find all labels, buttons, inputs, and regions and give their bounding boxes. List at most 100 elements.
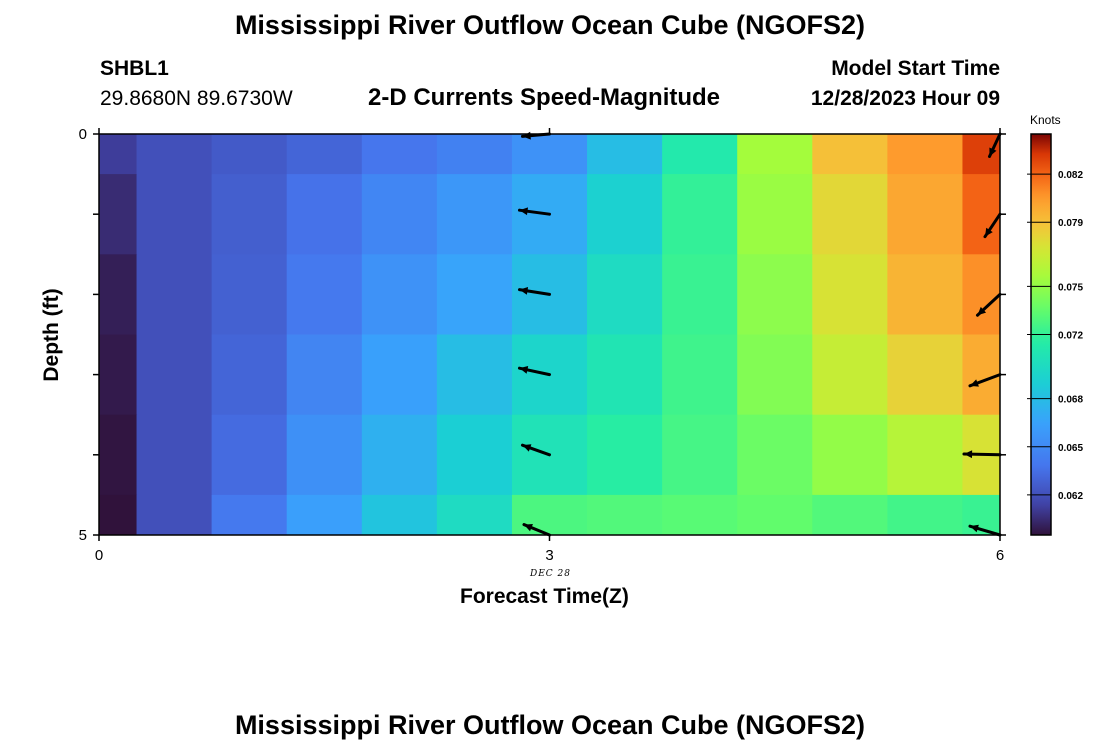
heatmap-cell [662,414,738,496]
heatmap-cell [662,334,738,416]
model-start-value: 12/28/2023 Hour 09 [810,87,1000,110]
heatmap-cell [211,134,288,175]
colorbar-tick-label: 0.062 [1058,491,1083,502]
date-label: DEC 28 [530,569,571,579]
heatmap-cell [962,174,1001,255]
heatmap-cell [286,494,363,536]
heatmap-cell [587,414,663,496]
heatmap-cell [286,254,363,335]
current-vectors [517,131,1002,537]
heatmap-cell [662,254,738,335]
heatmap-cell [436,254,513,335]
axis-ticks: 050 3 6 [79,126,1006,564]
heatmap-cell [286,134,363,175]
heatmap-cell [99,334,138,416]
heatmap-cell [286,414,363,496]
heatmap-cell [737,134,813,175]
station-coords: 29.8680N 89.6730W [100,87,293,110]
heatmap-cell [587,134,663,175]
heatmap-cell [511,134,588,175]
heatmap-cell [211,494,288,536]
x-tick-label: 0 [95,547,103,564]
y-tick-label: 0 [79,126,87,143]
heatmap-cell [99,134,138,175]
heatmap-cell [211,414,288,496]
colorbar-tick-label: 0.079 [1058,218,1083,229]
heatmap-cell [812,174,888,255]
heatmap-cell [812,334,888,416]
current-vector-arrow [517,366,551,377]
vector-head [984,227,993,237]
current-vector-arrow [962,450,1002,459]
heatmap-cell [737,494,813,536]
station-id: SHBL1 [100,57,169,80]
x-axis-title: Forecast Time(Z) [460,585,629,608]
vector-head [977,306,987,316]
x-tick-label: 3 [545,547,553,564]
heatmap-cell [211,174,288,255]
vector-head [969,379,979,387]
heatmap-cell [737,174,813,255]
heatmap-cell [962,334,1001,416]
heatmap-cell [361,174,438,255]
heatmap-cell [737,334,813,416]
y-tick-label: 5 [79,527,87,544]
heatmap-cell [436,174,513,255]
heatmap-cell [361,134,438,175]
colorbar: 0.062 0.065 0.068 0.072 0.075 0.079 0.082 [1027,133,1083,536]
current-speed-heatmap: 050 3 6 0.0620.0650.0680.0720.0750.0790.08… [79,126,1084,564]
vector-head [519,366,529,374]
heatmap-cell [662,134,738,175]
heatmap-cell [436,494,513,536]
heatmap-cell [361,254,438,335]
current-vector-arrow [983,212,1002,239]
page-title-bottom: Mississippi River Outflow Ocean Cube (NG… [234,710,866,740]
heatmap-cell [136,414,213,496]
heatmap-cell [136,134,213,175]
heatmap-cell [887,174,963,255]
vector-head [969,524,979,533]
heatmap-cell [99,414,138,496]
heatmap-cell [812,414,888,496]
colorbar-tick-label: 0.082 [1058,170,1083,181]
colorbar-tick-label: 0.065 [1058,443,1083,454]
colorbar-tick-label: 0.068 [1058,395,1083,406]
heatmap-cell [361,494,438,536]
vector-head [963,450,973,459]
heatmap-cell [361,334,438,416]
heatmap-cell [436,414,513,496]
heatmap-cell [887,254,963,335]
current-vector-arrow [968,524,1002,537]
heatmap-cell [737,254,813,335]
heatmap-cells [99,134,1001,536]
current-vector-arrow [987,132,1002,158]
heatmap-cell [211,254,288,335]
current-vector-arrow [968,373,1002,388]
heatmap-cell [286,334,363,416]
heatmap-cell [436,134,513,175]
heatmap-cell [812,254,888,335]
heatmap-cell [887,414,963,496]
heatmap-cell [361,414,438,496]
model-start-label: Model Start Time [831,57,1000,80]
heatmap-cell [887,334,963,416]
x-tick-label: 6 [996,547,1004,564]
heatmap-cell [587,334,663,416]
heatmap-cell [136,254,213,335]
heatmap-cell [662,494,738,536]
vector-head [523,524,533,532]
heatmap-cell [99,174,138,255]
heatmap-cell [211,334,288,416]
page-title: Mississippi River Outflow Ocean Cube (NG… [234,10,866,40]
heatmap-cell [511,494,588,536]
heatmap-cell [99,254,138,335]
current-vector-arrow [517,207,551,216]
vector-head [989,147,997,157]
heatmap-cell [662,174,738,255]
current-vector-arrow [522,523,551,537]
colorbar-title: Knots [1030,113,1061,127]
heatmap-cell [436,334,513,416]
colorbar-tick-label: 0.072 [1058,331,1083,342]
heatmap-cell [587,174,663,255]
colorbar-tick-label: 0.075 [1058,282,1083,293]
